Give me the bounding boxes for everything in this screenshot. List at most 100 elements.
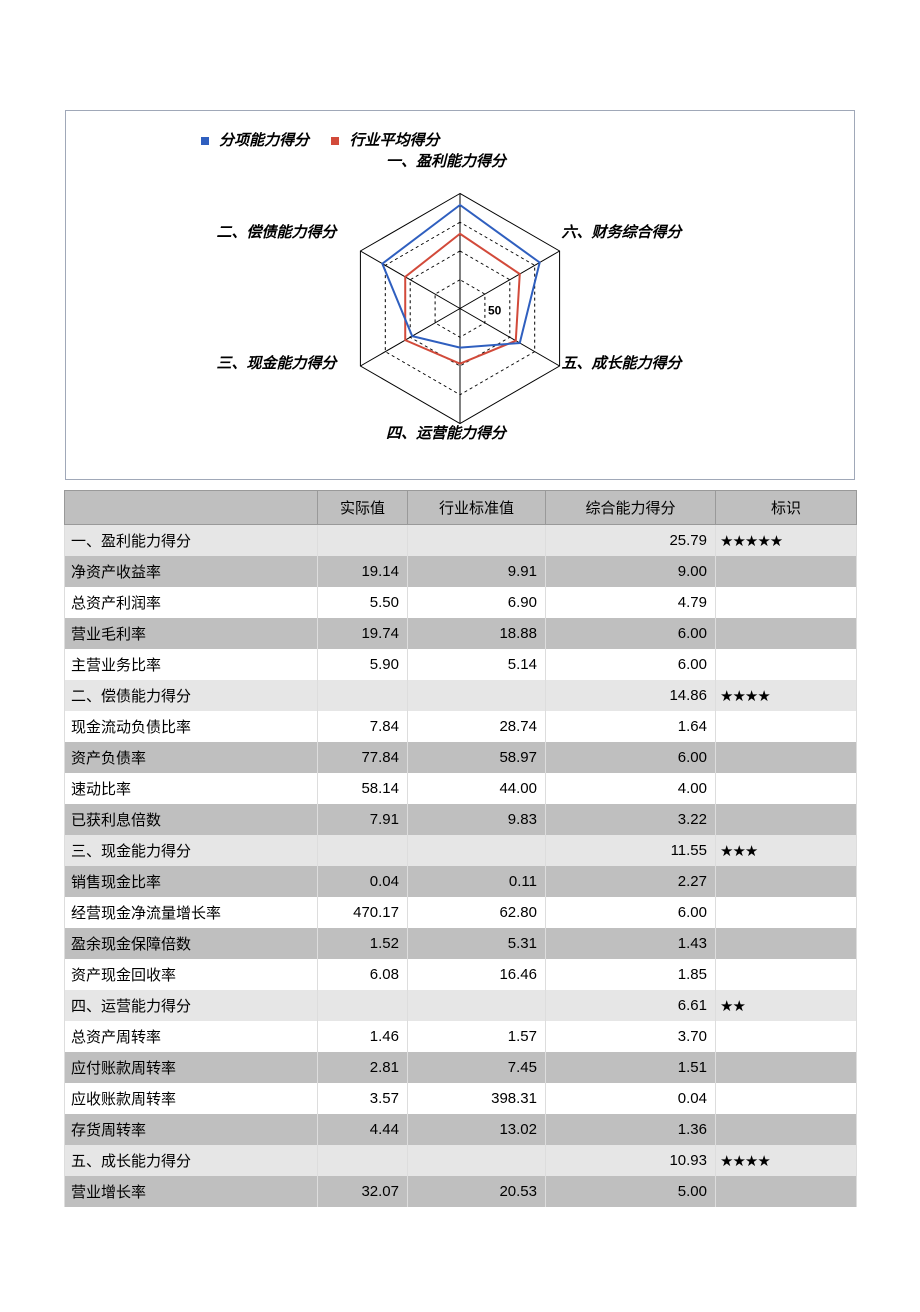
table-row: 速动比率58.1444.004.00 xyxy=(65,773,857,804)
metric-mark xyxy=(716,804,857,835)
metric-actual: 2.81 xyxy=(318,1052,408,1083)
metric-mark xyxy=(716,1021,857,1052)
metric-mark xyxy=(716,1176,857,1207)
section-stars: ★★ xyxy=(716,990,857,1021)
cell-empty xyxy=(408,525,546,557)
metric-mark xyxy=(716,1083,857,1114)
th-score: 综合能力得分 xyxy=(546,491,716,525)
cell-empty xyxy=(318,990,408,1021)
legend-marker-2 xyxy=(331,137,339,145)
cell-empty xyxy=(318,525,408,557)
section-stars: ★★★★★ xyxy=(716,525,857,557)
chart-legend: 分项能力得分 行业平均得分 xyxy=(201,129,458,150)
table-row: 主营业务比率5.905.146.00 xyxy=(65,649,857,680)
table-row: 销售现金比率0.040.112.27 xyxy=(65,866,857,897)
metric-score: 6.00 xyxy=(546,649,716,680)
th-name xyxy=(65,491,318,525)
axis-label-0: 一、盈利能力得分 xyxy=(386,150,506,171)
table-row: 应付账款周转率2.817.451.51 xyxy=(65,1052,857,1083)
metric-name: 营业增长率 xyxy=(65,1176,318,1207)
metric-score: 4.00 xyxy=(546,773,716,804)
metric-actual: 7.91 xyxy=(318,804,408,835)
metric-std: 18.88 xyxy=(408,618,546,649)
metric-std: 9.83 xyxy=(408,804,546,835)
table-body: 一、盈利能力得分25.79★★★★★净资产收益率19.149.919.00总资产… xyxy=(65,525,857,1208)
metric-mark xyxy=(716,1052,857,1083)
metric-std: 62.80 xyxy=(408,897,546,928)
metric-std: 13.02 xyxy=(408,1114,546,1145)
metric-name: 存货周转率 xyxy=(65,1114,318,1145)
section-stars: ★★★★ xyxy=(716,680,857,711)
metric-score: 3.22 xyxy=(546,804,716,835)
metric-score: 5.00 xyxy=(546,1176,716,1207)
table-header-row: 实际值 行业标准值 综合能力得分 标识 xyxy=(65,491,857,525)
radar-svg: 50 xyxy=(260,170,660,446)
metric-actual: 58.14 xyxy=(318,773,408,804)
section-stars: ★★★★ xyxy=(716,1145,857,1176)
metric-mark xyxy=(716,1114,857,1145)
metric-mark xyxy=(716,773,857,804)
metric-score: 6.00 xyxy=(546,618,716,649)
metric-score: 0.04 xyxy=(546,1083,716,1114)
metric-mark xyxy=(716,897,857,928)
cell-empty xyxy=(408,990,546,1021)
metric-mark xyxy=(716,742,857,773)
legend-series2: 行业平均得分 xyxy=(331,129,439,150)
metric-mark xyxy=(716,618,857,649)
table-row: 现金流动负债比率7.8428.741.64 xyxy=(65,711,857,742)
section-name: 一、盈利能力得分 xyxy=(65,525,318,557)
metric-std: 6.90 xyxy=(408,587,546,618)
metric-name: 应付账款周转率 xyxy=(65,1052,318,1083)
metric-score: 1.64 xyxy=(546,711,716,742)
section-score: 14.86 xyxy=(546,680,716,711)
metric-score: 1.36 xyxy=(546,1114,716,1145)
section-score: 6.61 xyxy=(546,990,716,1021)
metric-name: 资产现金回收率 xyxy=(65,959,318,990)
metric-actual: 0.04 xyxy=(318,866,408,897)
table-row: 经营现金净流量增长率470.1762.806.00 xyxy=(65,897,857,928)
metric-actual: 5.50 xyxy=(318,587,408,618)
axis-label-2: 三、现金能力得分 xyxy=(216,352,336,373)
metric-score: 4.79 xyxy=(546,587,716,618)
table-row: 营业毛利率19.7418.886.00 xyxy=(65,618,857,649)
metric-name: 速动比率 xyxy=(65,773,318,804)
metric-actual: 1.46 xyxy=(318,1021,408,1052)
metric-std: 1.57 xyxy=(408,1021,546,1052)
th-actual: 实际值 xyxy=(318,491,408,525)
radar-chart-panel: 分项能力得分 行业平均得分 50 一、盈利能力得分 二、偿债能力得分 三、现金能… xyxy=(65,110,855,480)
metric-score: 6.00 xyxy=(546,742,716,773)
section-score: 11.55 xyxy=(546,835,716,866)
metric-name: 总资产周转率 xyxy=(65,1021,318,1052)
metric-actual: 77.84 xyxy=(318,742,408,773)
section-stars: ★★★ xyxy=(716,835,857,866)
metric-mark xyxy=(716,556,857,587)
metric-std: 28.74 xyxy=(408,711,546,742)
table-row: 已获利息倍数7.919.833.22 xyxy=(65,804,857,835)
metric-std: 58.97 xyxy=(408,742,546,773)
th-std: 行业标准值 xyxy=(408,491,546,525)
legend-marker-1 xyxy=(201,137,209,145)
metric-actual: 3.57 xyxy=(318,1083,408,1114)
metric-std: 5.31 xyxy=(408,928,546,959)
cell-empty xyxy=(408,680,546,711)
metric-score: 3.70 xyxy=(546,1021,716,1052)
metric-name: 盈余现金保障倍数 xyxy=(65,928,318,959)
section-row: 二、偿债能力得分14.86★★★★ xyxy=(65,680,857,711)
metric-actual: 5.90 xyxy=(318,649,408,680)
cell-empty xyxy=(318,1145,408,1176)
metric-name: 销售现金比率 xyxy=(65,866,318,897)
metric-name: 主营业务比率 xyxy=(65,649,318,680)
metric-mark xyxy=(716,866,857,897)
metric-actual: 19.14 xyxy=(318,556,408,587)
axis-label-4: 五、成长能力得分 xyxy=(562,352,682,373)
legend-label-2: 行业平均得分 xyxy=(350,132,440,149)
metric-std: 9.91 xyxy=(408,556,546,587)
metric-mark xyxy=(716,649,857,680)
cell-empty xyxy=(408,835,546,866)
metric-mark xyxy=(716,711,857,742)
table-row: 营业增长率32.0720.535.00 xyxy=(65,1176,857,1207)
metric-actual: 1.52 xyxy=(318,928,408,959)
metric-mark xyxy=(716,587,857,618)
metric-std: 5.14 xyxy=(408,649,546,680)
cell-empty xyxy=(318,680,408,711)
